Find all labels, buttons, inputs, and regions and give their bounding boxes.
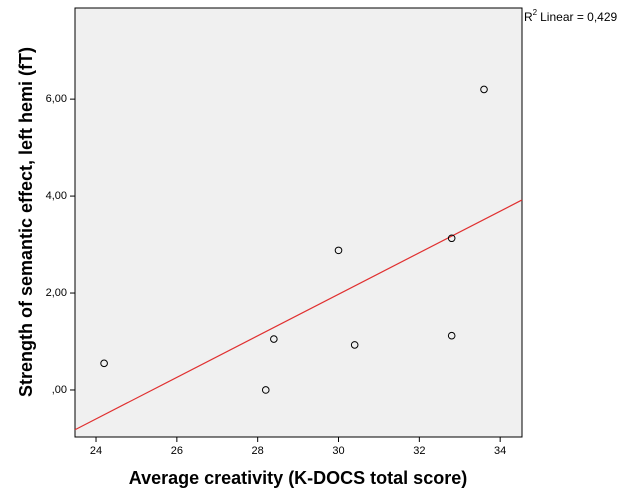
y-axis-title: Strength of semantic effect, left hemi (… — [16, 47, 36, 397]
x-tick-label: 24 — [90, 445, 102, 457]
r-exponent: 2 — [533, 8, 538, 17]
point — [447, 331, 456, 340]
y-tick-label: 4,00 — [46, 190, 67, 202]
point — [100, 359, 108, 368]
x-axis-title: Average creativity (K-DOCS total score) — [129, 468, 467, 488]
x-tick-label: 26 — [171, 445, 183, 457]
x-tick-label: 32 — [413, 445, 425, 457]
r2-annotation: R2 Linear = 0,429 — [524, 8, 618, 24]
fit-label: Linear = 0,429 — [540, 10, 617, 24]
r-symbol: R — [524, 10, 533, 24]
plot-area — [74, 7, 523, 438]
y-tick-label: 2,00 — [46, 287, 67, 299]
point — [261, 386, 270, 394]
y-tick-label: ,00 — [52, 384, 67, 396]
point — [480, 85, 488, 94]
x-tick-label: 30 — [332, 445, 344, 457]
point — [447, 234, 456, 243]
point — [270, 335, 278, 343]
y-tick-label: 6,00 — [46, 93, 67, 105]
x-tick-label: 28 — [252, 445, 264, 457]
fit-line — [74, 199, 523, 431]
x-tick-label: 34 — [494, 445, 506, 457]
point — [334, 246, 343, 255]
point — [350, 341, 359, 349]
